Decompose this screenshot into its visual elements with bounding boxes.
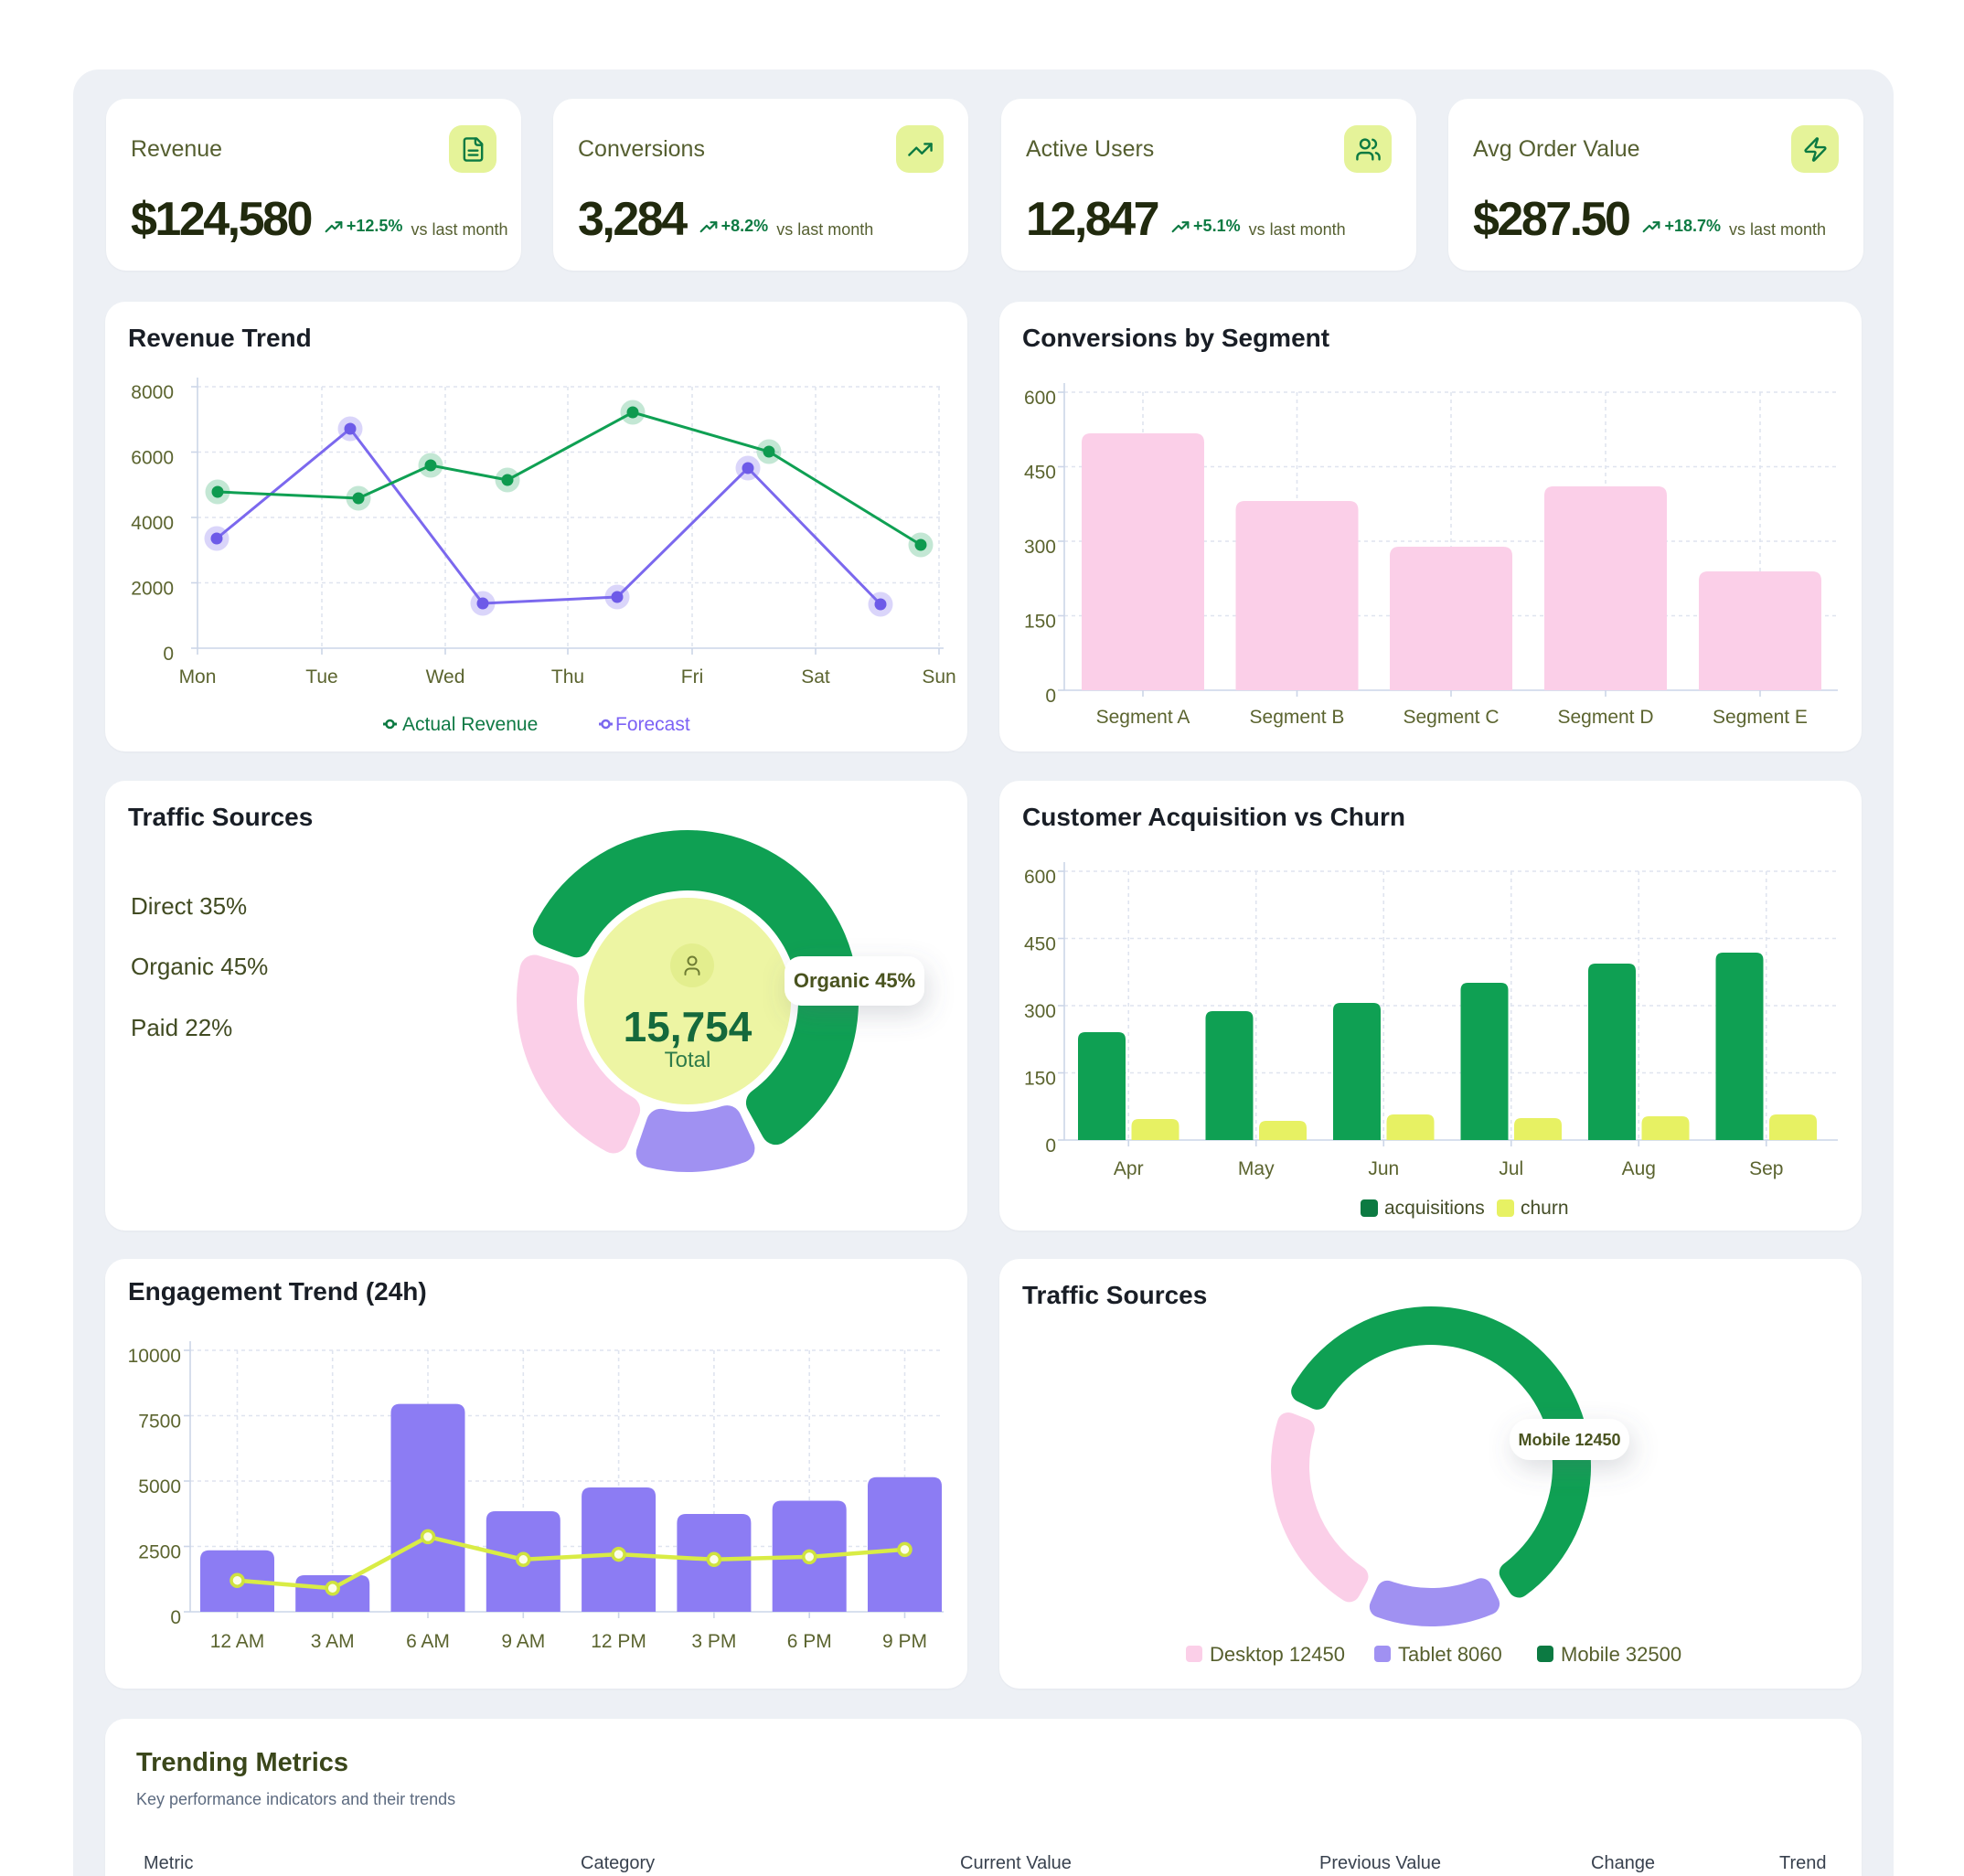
svg-text:5000: 5000 (138, 1476, 181, 1498)
svg-text:Segment B: Segment B (1250, 707, 1345, 728)
svg-text:3 PM: 3 PM (691, 1631, 736, 1652)
svg-text:Thu: Thu (551, 666, 584, 688)
svg-text:Segment D: Segment D (1557, 707, 1653, 728)
svg-text:Traffic Sources: Traffic Sources (128, 803, 313, 831)
svg-text:Sep: Sep (1749, 1158, 1783, 1179)
svg-text:Aug: Aug (1622, 1158, 1656, 1179)
svg-text:15,754: 15,754 (624, 1003, 753, 1050)
svg-text:0: 0 (163, 644, 174, 665)
svg-text:3 AM: 3 AM (311, 1631, 355, 1652)
svg-text:Fri: Fri (681, 666, 704, 688)
svg-text:Direct 35%: Direct 35% (131, 892, 247, 920)
svg-text:Customer Acquisition vs Churn: Customer Acquisition vs Churn (1022, 803, 1405, 831)
svg-text:0: 0 (170, 1607, 181, 1628)
svg-text:Apr: Apr (1114, 1158, 1144, 1179)
svg-text:0: 0 (1045, 1135, 1056, 1157)
svg-text:12 AM: 12 AM (210, 1631, 265, 1652)
svg-text:4000: 4000 (131, 513, 174, 534)
svg-text:Jun: Jun (1368, 1158, 1399, 1179)
svg-text:Mobile 12450: Mobile 12450 (1518, 1431, 1620, 1449)
svg-text:6000: 6000 (131, 448, 174, 469)
svg-text:12 PM: 12 PM (591, 1631, 646, 1652)
svg-text:6 PM: 6 PM (787, 1631, 832, 1652)
svg-text:9 PM: 9 PM (882, 1631, 927, 1652)
svg-text:Actual Revenue: Actual Revenue (402, 714, 538, 735)
svg-text:9 AM: 9 AM (501, 1631, 545, 1652)
svg-text:Segment E: Segment E (1713, 707, 1808, 728)
svg-text:Engagement Trend (24h): Engagement Trend (24h) (128, 1277, 427, 1306)
svg-text:Paid 22%: Paid 22% (131, 1014, 232, 1041)
svg-text:Conversions by Segment: Conversions by Segment (1022, 324, 1329, 352)
svg-text:600: 600 (1024, 867, 1056, 888)
svg-text:8000: 8000 (131, 382, 174, 403)
svg-text:Mon: Mon (179, 666, 217, 688)
svg-text:Tue: Tue (305, 666, 337, 688)
svg-text:Segment C: Segment C (1403, 707, 1499, 728)
svg-text:Traffic Sources: Traffic Sources (1022, 1281, 1207, 1309)
svg-text:Desktop 12450: Desktop 12450 (1210, 1643, 1345, 1666)
svg-text:10000: 10000 (128, 1346, 181, 1367)
svg-text:150: 150 (1024, 612, 1056, 633)
svg-text:Forecast: Forecast (615, 714, 690, 735)
svg-text:0: 0 (1045, 686, 1056, 707)
svg-text:2500: 2500 (138, 1542, 181, 1563)
svg-text:450: 450 (1024, 934, 1056, 955)
svg-text:Jul: Jul (1499, 1158, 1523, 1179)
svg-text:Organic 45%: Organic 45% (794, 969, 915, 992)
svg-text:acquisitions: acquisitions (1384, 1198, 1485, 1219)
svg-text:Mobile 32500: Mobile 32500 (1561, 1643, 1681, 1666)
svg-text:300: 300 (1024, 537, 1056, 558)
svg-text:Revenue Trend: Revenue Trend (128, 324, 312, 352)
svg-text:7500: 7500 (138, 1412, 181, 1433)
svg-text:churn: churn (1521, 1198, 1569, 1219)
svg-text:150: 150 (1024, 1069, 1056, 1090)
svg-text:2000: 2000 (131, 579, 174, 600)
svg-text:Tablet 8060: Tablet 8060 (1398, 1643, 1502, 1666)
svg-text:May: May (1238, 1158, 1275, 1179)
svg-text:300: 300 (1024, 1001, 1056, 1022)
svg-text:Organic 45%: Organic 45% (131, 953, 268, 980)
svg-text:6 AM: 6 AM (406, 1631, 450, 1652)
svg-text:600: 600 (1024, 388, 1056, 409)
svg-text:Sat: Sat (801, 666, 830, 688)
svg-text:Segment A: Segment A (1096, 707, 1190, 728)
svg-text:Wed: Wed (426, 666, 465, 688)
svg-text:Sun: Sun (922, 666, 955, 688)
svg-text:450: 450 (1024, 463, 1056, 484)
svg-text:Total: Total (665, 1048, 711, 1072)
